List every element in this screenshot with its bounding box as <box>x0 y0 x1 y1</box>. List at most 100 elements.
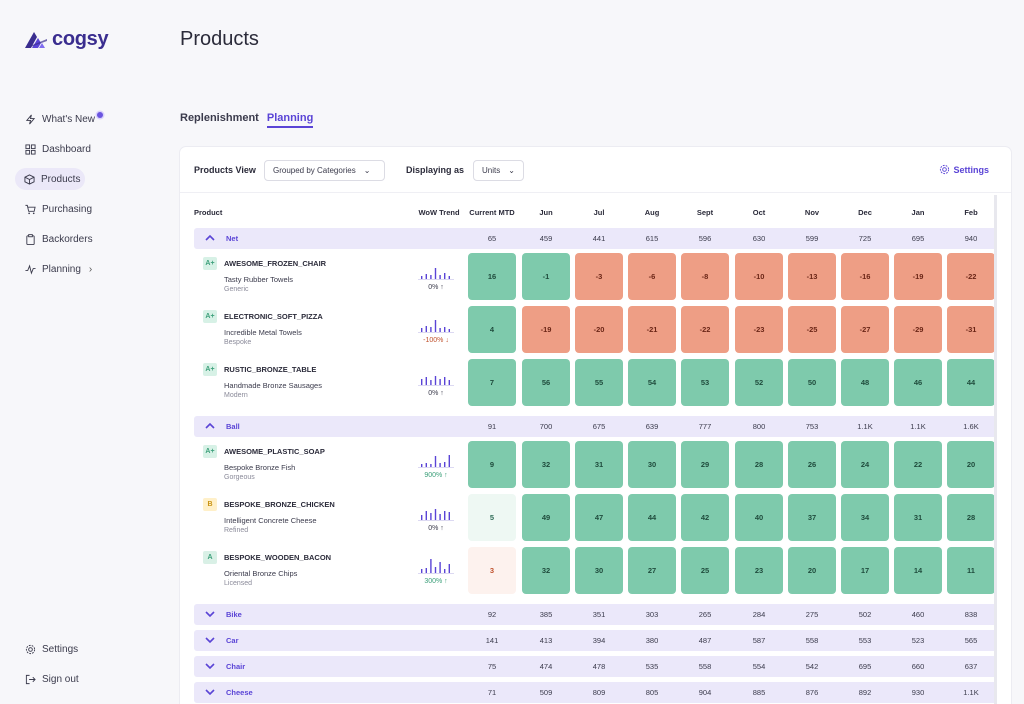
scrollbar[interactable] <box>994 195 997 704</box>
group-row[interactable]: Bike 92 385 351 303 265 284 275 502 460 838 <box>194 604 997 625</box>
forecast-cell[interactable]: -31 <box>947 306 995 353</box>
group-row[interactable]: Net 65 459 441 615 596 630 599 725 695 940 <box>194 228 997 249</box>
group-row[interactable]: Car 141 413 394 380 487 587 558 553 523 565 <box>194 630 997 651</box>
sidebar-item-sign-out[interactable]: Sign out <box>15 668 145 690</box>
forecast-cell[interactable]: 28 <box>947 494 995 541</box>
forecast-cell[interactable]: 30 <box>628 441 676 488</box>
forecast-cell[interactable]: 46 <box>894 359 942 406</box>
mtd-cell[interactable]: 7 <box>468 359 516 406</box>
forecast-cell[interactable]: -25 <box>788 306 836 353</box>
col-month[interactable]: Jan <box>911 208 925 217</box>
chevron-down-icon[interactable] <box>204 608 216 620</box>
product-row[interactable]: A+ AWESOME_PLASTIC_SOAP Bespoke Bronze Fis… <box>194 439 997 492</box>
forecast-cell[interactable]: 50 <box>788 359 836 406</box>
forecast-cell[interactable]: -10 <box>735 253 783 300</box>
col-wow-trend[interactable]: WoW Trend <box>418 208 460 217</box>
forecast-cell[interactable]: 44 <box>628 494 676 541</box>
forecast-cell[interactable]: 14 <box>894 547 942 594</box>
forecast-cell[interactable]: 22 <box>894 441 942 488</box>
product-name[interactable]: AWESOME_FROZEN_CHAIR <box>224 259 327 268</box>
forecast-cell[interactable]: -21 <box>628 306 676 353</box>
forecast-cell[interactable]: 37 <box>788 494 836 541</box>
forecast-cell[interactable]: -27 <box>841 306 889 353</box>
forecast-cell[interactable]: 24 <box>841 441 889 488</box>
col-month[interactable]: Nov <box>804 208 820 217</box>
displaying-as-select[interactable]: Units ⌄ <box>473 160 524 181</box>
sidebar-item-settings[interactable]: Settings <box>15 638 145 660</box>
forecast-cell[interactable]: 23 <box>735 547 783 594</box>
forecast-cell[interactable]: 31 <box>575 441 623 488</box>
product-name[interactable]: ELECTRONIC_SOFT_PIZZA <box>224 312 323 321</box>
col-product[interactable]: Product <box>194 208 223 217</box>
forecast-cell[interactable]: 20 <box>788 547 836 594</box>
forecast-cell[interactable]: -19 <box>522 306 570 353</box>
forecast-cell[interactable]: -29 <box>894 306 942 353</box>
forecast-cell[interactable]: 53 <box>681 359 729 406</box>
product-name[interactable]: RUSTIC_BRONZE_TABLE <box>224 365 317 374</box>
forecast-cell[interactable]: 40 <box>735 494 783 541</box>
sidebar-item-backorders[interactable]: Backorders <box>15 228 145 250</box>
col-month[interactable]: Feb <box>964 208 978 217</box>
forecast-cell[interactable]: 27 <box>628 547 676 594</box>
chevron-up-icon[interactable] <box>204 232 216 244</box>
forecast-cell[interactable]: -16 <box>841 253 889 300</box>
forecast-cell[interactable]: -23 <box>735 306 783 353</box>
forecast-cell[interactable]: 31 <box>894 494 942 541</box>
forecast-cell[interactable]: 32 <box>522 441 570 488</box>
forecast-cell[interactable]: 55 <box>575 359 623 406</box>
forecast-cell[interactable]: 49 <box>522 494 570 541</box>
forecast-cell[interactable]: 26 <box>788 441 836 488</box>
col-current-mtd[interactable]: Current MTD <box>469 208 515 217</box>
forecast-cell[interactable]: 44 <box>947 359 995 406</box>
mtd-cell[interactable]: 3 <box>468 547 516 594</box>
forecast-cell[interactable]: -8 <box>681 253 729 300</box>
tab-replenishment[interactable]: Replenishment <box>180 112 259 124</box>
product-row[interactable]: B BESPOKE_BRONZE_CHICKEN Intelligent Concr… <box>194 492 997 545</box>
product-name[interactable]: BESPOKE_BRONZE_CHICKEN <box>224 500 335 509</box>
sidebar-item-whats-new[interactable]: What's New <box>15 108 145 130</box>
product-row[interactable]: A+ ELECTRONIC_SOFT_PIZZA Incredible Metal … <box>194 304 997 357</box>
forecast-cell[interactable]: 30 <box>575 547 623 594</box>
col-month[interactable]: Jul <box>593 208 605 217</box>
product-row[interactable]: A+ RUSTIC_BRONZE_TABLE Handmade Bronze Sau… <box>194 357 997 410</box>
col-month[interactable]: Oct <box>752 208 766 217</box>
forecast-cell[interactable]: -22 <box>947 253 995 300</box>
forecast-cell[interactable]: 11 <box>947 547 995 594</box>
forecast-cell[interactable]: -13 <box>788 253 836 300</box>
sidebar-item-planning[interactable]: Planning › <box>15 258 145 280</box>
forecast-cell[interactable]: 32 <box>522 547 570 594</box>
forecast-cell[interactable]: -20 <box>575 306 623 353</box>
col-month[interactable]: Jun <box>539 208 553 217</box>
col-month[interactable]: Aug <box>644 208 660 217</box>
group-row[interactable]: Cheese 71 509 809 805 904 885 876 892 930 1.1K <box>194 682 997 703</box>
forecast-cell[interactable]: 34 <box>841 494 889 541</box>
sidebar-item-products[interactable]: Products <box>15 168 85 190</box>
table-settings-button[interactable]: Settings <box>939 164 989 175</box>
sidebar-item-dashboard[interactable]: Dashboard <box>15 138 145 160</box>
sidebar-item-purchasing[interactable]: Purchasing <box>15 198 145 220</box>
forecast-cell[interactable]: 29 <box>681 441 729 488</box>
forecast-cell[interactable]: 25 <box>681 547 729 594</box>
mtd-cell[interactable]: 5 <box>468 494 516 541</box>
forecast-cell[interactable]: -1 <box>522 253 570 300</box>
product-name[interactable]: BESPOKE_WOODEN_BACON <box>224 553 332 562</box>
forecast-cell[interactable]: 47 <box>575 494 623 541</box>
mtd-cell[interactable]: 4 <box>468 306 516 353</box>
mtd-cell[interactable]: 16 <box>468 253 516 300</box>
forecast-cell[interactable]: -6 <box>628 253 676 300</box>
products-view-select[interactable]: Grouped by Categories ⌄ <box>264 160 385 181</box>
tab-planning[interactable]: Planning <box>266 112 314 128</box>
forecast-cell[interactable]: 48 <box>841 359 889 406</box>
col-month[interactable]: Dec <box>858 208 872 217</box>
group-row[interactable]: Chair 75 474 478 535 558 554 542 695 660 637 <box>194 656 997 677</box>
product-row[interactable]: A BESPOKE_WOODEN_BACON Oriental Bronze Chi… <box>194 545 997 598</box>
chevron-down-icon[interactable] <box>204 634 216 646</box>
chevron-up-icon[interactable] <box>204 420 216 432</box>
chevron-down-icon[interactable] <box>204 686 216 698</box>
forecast-cell[interactable]: -22 <box>681 306 729 353</box>
logo[interactable]: cogsy <box>24 28 109 51</box>
forecast-cell[interactable]: 52 <box>735 359 783 406</box>
mtd-cell[interactable]: 9 <box>468 441 516 488</box>
product-name[interactable]: AWESOME_PLASTIC_SOAP <box>224 447 325 456</box>
product-row[interactable]: A+ AWESOME_FROZEN_CHAIR Tasty Rubber Towel… <box>194 251 997 304</box>
